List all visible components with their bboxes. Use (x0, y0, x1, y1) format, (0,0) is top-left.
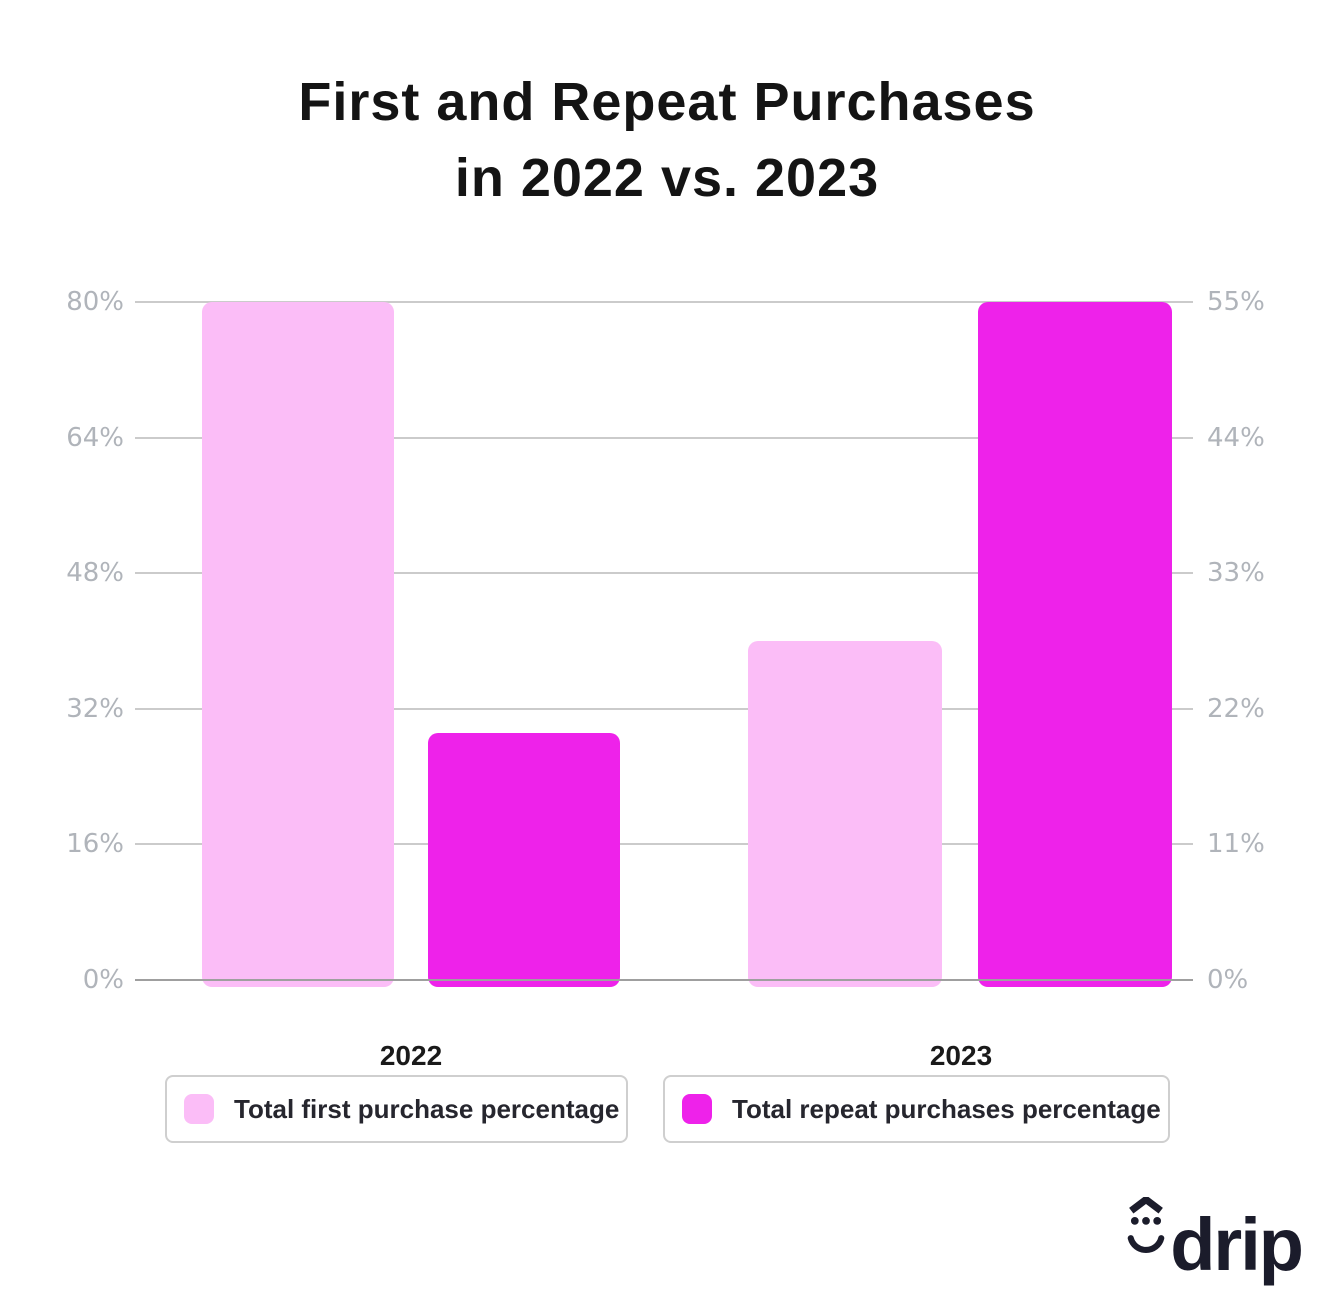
legend-item-repeat-purchases: Total repeat purchases percentage (663, 1075, 1170, 1143)
bar-2023-repeat-purchases (978, 302, 1172, 987)
drip-logo: drip (1127, 1197, 1304, 1287)
gridline (135, 301, 1193, 303)
legend-label-repeat-purchases: Total repeat purchases percentage (732, 1093, 1161, 1124)
legend-label-first-purchase: Total first purchase percentage (234, 1093, 620, 1124)
gridline (135, 707, 1193, 710)
left-axis-tick: 16% (66, 829, 124, 860)
right-axis-tick: 0% (1207, 965, 1249, 995)
left-axis-tick: 48% (66, 558, 124, 589)
legend-item-first-purchase: Total first purchase percentage (165, 1075, 628, 1143)
x-label-2022: 2022 (379, 1040, 443, 1071)
right-axis-tick: 22% (1207, 693, 1265, 724)
right-axis: 55% 44% 33% 22% 11% 0% (1207, 287, 1327, 995)
left-axis-tick: 80% (66, 287, 124, 317)
left-axis: 80% 64% 48% 32% 16% 0% (0, 287, 124, 995)
left-axis-tick: 0% (82, 965, 124, 995)
x-axis-baseline (135, 979, 1193, 981)
x-label-2023: 2023 (929, 1040, 993, 1071)
legend-swatch-repeat-purchases (682, 1094, 712, 1124)
chart-title: First and Repeat Purchases in 2022 vs. 2… (298, 72, 1036, 208)
drip-logo-text: drip (1170, 1203, 1304, 1287)
legend-swatch-first-purchase (184, 1094, 214, 1124)
right-axis-tick: 44% (1207, 422, 1265, 453)
bar-2022-first-purchase (202, 302, 394, 987)
gridline (135, 843, 1193, 846)
bar-2023-first-purchase (748, 641, 942, 987)
left-axis-tick: 32% (66, 693, 124, 724)
bar-2022-repeat-purchases (428, 733, 620, 987)
left-axis-tick: 64% (66, 422, 124, 453)
right-axis-tick: 55% (1207, 287, 1265, 317)
right-axis-tick: 33% (1207, 558, 1265, 589)
gridline (135, 572, 1193, 575)
gridline (135, 436, 1193, 439)
plot-area (135, 301, 1193, 987)
drip-droplet-icon (1127, 1197, 1165, 1253)
right-axis-tick: 11% (1207, 829, 1265, 860)
